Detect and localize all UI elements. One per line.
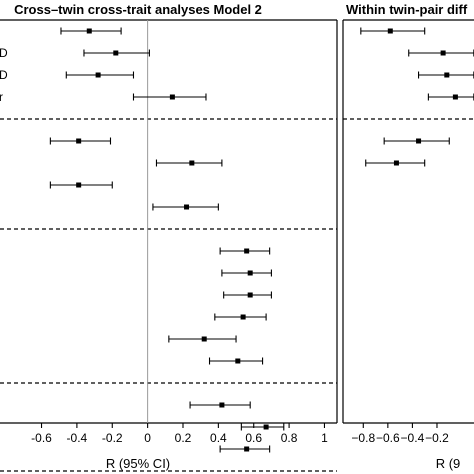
- x-tick-label-3: −0.6: [376, 431, 400, 445]
- estimate-point-g4-row3: [244, 446, 250, 452]
- x-tick-label-9: 1: [321, 431, 328, 445]
- estimate-point-g2-row1: [76, 138, 82, 144]
- row-label-3: D: [0, 68, 8, 82]
- estimate-point-g2-row1: [416, 138, 422, 144]
- estimate-point-g1-row4: [452, 94, 458, 100]
- x-tick-label-8: 0.8: [281, 431, 298, 445]
- estimate-point-g1-row2: [113, 50, 119, 56]
- estimate-point-g3-row1: [244, 248, 250, 254]
- estimate-point-g1-row3: [444, 72, 450, 78]
- x-tick-label-2: −0.8: [351, 431, 375, 445]
- cross-twin-panel: Cross–twin cross-trait analyses Model 2 …: [0, 2, 338, 472]
- estimate-point-g2-row4: [184, 204, 190, 210]
- estimate-point-g3-row4: [240, 314, 246, 320]
- estimate-point-g3-row3: [247, 292, 253, 298]
- x-tick-label-1: -0.6: [31, 431, 52, 445]
- x-tick-label-4: 0: [144, 431, 151, 445]
- estimate-point-g2-row2: [393, 160, 399, 166]
- estimate-point-g4-row1: [219, 402, 225, 408]
- x-tick-label-2: -0.4: [67, 431, 88, 445]
- row-label-4: r: [0, 90, 3, 104]
- estimate-point-g1-row1: [86, 28, 92, 34]
- estimate-point-g1-row2: [440, 50, 446, 56]
- estimate-point-g1-row3: [95, 72, 101, 78]
- estimate-point-g4-row2: [263, 424, 269, 430]
- row-label-2: D: [0, 46, 8, 60]
- x-tick-label-5: 0.2: [175, 431, 192, 445]
- within-pair-panel: Within twin-pair diff 1−0.8−0.6−0.4−0.2 …: [342, 2, 474, 471]
- cross-twin-x-axis-title: R (95% CI): [106, 456, 170, 471]
- estimate-point-g3-row6: [235, 358, 241, 364]
- estimate-point-g3-row2: [247, 270, 253, 276]
- within-pair-panel-title: Within twin-pair diff: [346, 2, 468, 17]
- estimate-point-g2-row3: [76, 182, 82, 188]
- x-tick-label-3: -0.2: [102, 431, 123, 445]
- estimate-point-g3-row5: [201, 336, 207, 342]
- estimate-point-g1-row4: [169, 94, 175, 100]
- estimate-point-g2-row2: [189, 160, 195, 166]
- x-tick-label-7: 0.6: [245, 431, 262, 445]
- cross-twin-panel-title: Cross–twin cross-trait analyses Model 2: [14, 2, 262, 17]
- x-tick-label-4: −0.4: [401, 431, 425, 445]
- x-tick-label-6: 0.4: [210, 431, 227, 445]
- within-pair-x-axis-title: R (9: [436, 456, 461, 471]
- estimate-point-g1-row1: [387, 28, 393, 34]
- x-tick-label-5: −0.2: [425, 431, 449, 445]
